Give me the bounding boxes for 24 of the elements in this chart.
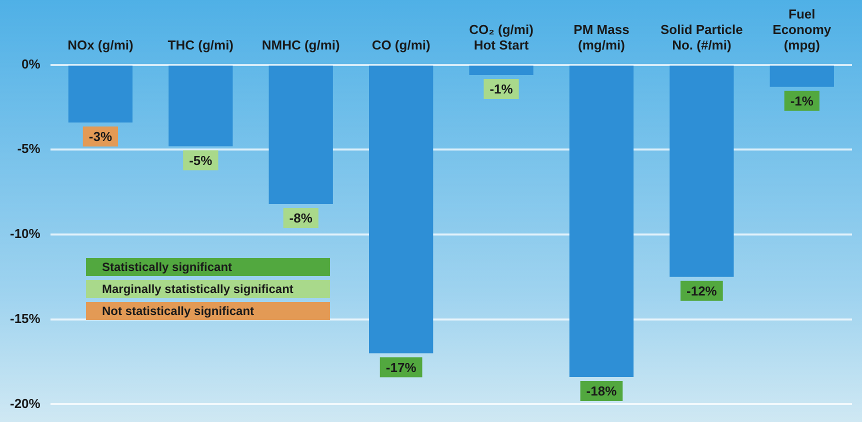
data-label: -17% [386,360,417,375]
x-tick-label: Solid Particle No. (#/mi) [660,22,743,53]
y-tick-label: -15% [10,310,41,326]
x-tick-label: CO (g/mi) [372,38,430,53]
data-label: -5% [189,152,213,168]
y-tick-label: -10% [10,226,41,242]
x-tick-label: NMHC (g/mi) [262,38,340,53]
data-label: -18% [586,384,618,399]
x-tick-label: NOx (g/mi) [68,38,134,53]
y-tick-label: -5% [17,141,41,156]
x-tick-label: CO₂ (g/mi) Hot Start [469,22,534,53]
significance-key: Statistically significant [86,258,330,276]
x-tick-label: THC (g/mi) [168,38,234,53]
significance-key: Marginally statistically significant [86,280,330,298]
y-tick-label: -20% [10,396,41,411]
x-tick-label: Fuel Economy (mpg) [772,6,832,53]
data-label: -1% [490,82,514,97]
data-label: -8% [289,210,313,226]
x-tick-label: PM Mass (mg/mi) [574,22,630,53]
significance-key: Not statistically significant [86,302,330,320]
y-tick-label: 0% [22,56,41,72]
data-label: -3% [88,129,112,144]
data-label: -1% [790,93,814,108]
data-label: -12% [686,284,718,299]
